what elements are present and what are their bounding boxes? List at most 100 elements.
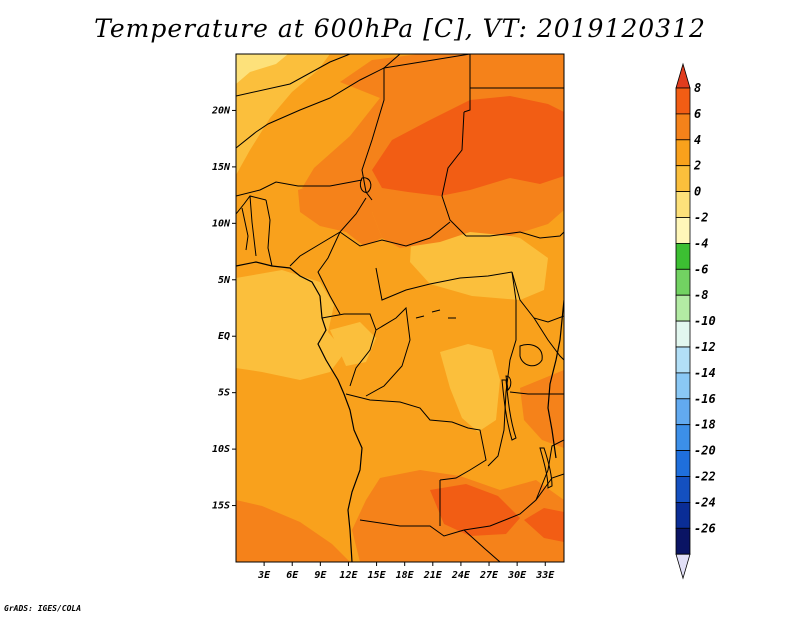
border-car-drc — [375, 267, 513, 301]
lon-tick-label: 12E — [339, 570, 358, 581]
colorbar-box — [675, 476, 691, 503]
border-congo-drc — [365, 306, 411, 397]
colorbar-box — [675, 217, 691, 244]
colorbar-label: -20 — [694, 444, 716, 458]
colorbar-box — [675, 191, 691, 218]
colorbar-label: -6 — [694, 262, 708, 276]
field-0to2-gabon — [330, 322, 376, 366]
colorbar-box — [675, 320, 691, 348]
latitude-axis: 20N 15N 10N 5N EQ 5S 10S 15S — [211, 105, 236, 512]
colorbar-box — [675, 372, 691, 400]
longitude-axis: 3E 6E 9E 12E 15E 18E 21E 24E 27E 30E 33E — [257, 562, 555, 581]
lon-tick-label: 18E — [396, 570, 415, 581]
lat-tick-label: 15N — [212, 162, 231, 173]
border-burkina — [236, 195, 267, 215]
chart-title: Temperature at 600hPa [C], VT: 201912031… — [94, 14, 706, 43]
lake-chad — [359, 177, 372, 193]
temperature-field — [236, 54, 564, 562]
colorbar-label: -4 — [694, 236, 708, 250]
colorbar-label: -24 — [694, 495, 716, 509]
lat-tick-label: 20N — [211, 105, 231, 116]
lat-tick-label: 10N — [212, 218, 231, 229]
border-libya-sudan — [383, 54, 471, 113]
field-4to6-sahel-west — [298, 178, 382, 246]
lon-tick-label: 9E — [314, 570, 327, 581]
colorbar-box — [675, 294, 691, 322]
field-0to2-coast — [236, 270, 345, 380]
field-minus2to0-corner — [236, 54, 288, 84]
border-zambia-zimbabwe — [463, 473, 564, 531]
border-niger-nigeria — [236, 179, 363, 197]
border-algeria-niger — [236, 54, 351, 97]
colorbar: 8 6 4 2 0 -2 -4 -6 -8 -10 -12 -14 -16 -18 -20 -22 -24 -26 — [675, 62, 716, 580]
lake-tanganyika — [501, 379, 517, 441]
border-malawi-mozambique — [535, 439, 564, 501]
coastline-east-africa — [547, 299, 564, 459]
colorbar-box — [675, 346, 691, 374]
lake-victoria — [519, 344, 543, 367]
colorbar-label: 4 — [694, 133, 701, 147]
lon-tick-label: 21E — [423, 570, 443, 581]
colorbar-box — [675, 268, 691, 296]
colorbar-box — [675, 113, 691, 141]
lat-tick-label: 15S — [212, 501, 230, 512]
lon-tick-label: 15E — [368, 570, 387, 581]
field-6to8-sahel — [372, 96, 564, 196]
border-libya-chad — [361, 68, 385, 201]
colorbar-box — [675, 450, 691, 477]
border-chad-car — [339, 221, 451, 247]
coastline-west-africa — [236, 261, 363, 562]
lat-tick-label: EQ — [218, 331, 230, 342]
border-uganda-kenya — [533, 317, 564, 361]
map-frame — [235, 53, 565, 563]
colorbar-label: 6 — [694, 107, 701, 121]
colorbar-label: 8 — [694, 81, 701, 95]
colorbar-box — [675, 139, 691, 167]
colorbar-label: -26 — [694, 521, 716, 535]
lat-tick-label: 5S — [218, 388, 230, 399]
lon-tick-label: 3E — [257, 570, 271, 581]
lat-tick-label: 10S — [212, 444, 230, 455]
lake-kivu — [505, 375, 512, 392]
field-6to8-southeast — [524, 508, 564, 542]
country-borders — [236, 54, 564, 562]
field-4to6-southwest — [236, 500, 350, 562]
colorbar-label: -18 — [694, 418, 716, 432]
lake-volta — [241, 207, 249, 251]
colorbar-label: -14 — [694, 366, 716, 380]
border-mali-niger — [236, 54, 401, 149]
border-drc-angola — [345, 393, 487, 481]
colorbar-label: -22 — [694, 470, 716, 484]
colorbar-label: -16 — [694, 392, 716, 406]
lon-tick-label: 27E — [479, 570, 499, 581]
colorbar-box — [675, 242, 691, 270]
colorbar-box — [675, 87, 691, 115]
border-nigeria-cameroon — [289, 197, 367, 267]
lon-tick-label: 33E — [535, 570, 555, 581]
border-togo-ghana — [249, 195, 257, 257]
river-congo-segments — [415, 309, 456, 319]
colorbar-box — [675, 527, 691, 555]
lat-tick-label: 5N — [218, 275, 231, 286]
colorbar-lower-triangle — [675, 553, 691, 580]
border-botswana-zimbabwe — [463, 529, 501, 562]
lake-malawi — [539, 447, 553, 489]
lon-tick-label: 24E — [451, 570, 471, 581]
field-0to2-northwest — [236, 54, 330, 175]
grads-credit: GrADS: IGES/COLA — [4, 604, 82, 613]
colorbar-box — [675, 424, 691, 452]
colorbar-label: 2 — [693, 159, 701, 173]
border-angola-namibia — [359, 519, 465, 537]
field-0to2-congo — [440, 344, 500, 432]
colorbar-box — [675, 165, 691, 192]
colorbar-box — [675, 398, 691, 426]
border-cameroon-car — [317, 231, 341, 315]
colorbar-upper-triangle — [675, 62, 691, 89]
border-benin-nigeria — [265, 199, 273, 267]
colorbar-label: -12 — [694, 340, 716, 354]
colorbar-label: -8 — [694, 288, 708, 302]
colorbar-label: 0 — [694, 185, 701, 199]
colorbar-label: -2 — [694, 211, 708, 225]
border-tanzania — [509, 391, 564, 395]
